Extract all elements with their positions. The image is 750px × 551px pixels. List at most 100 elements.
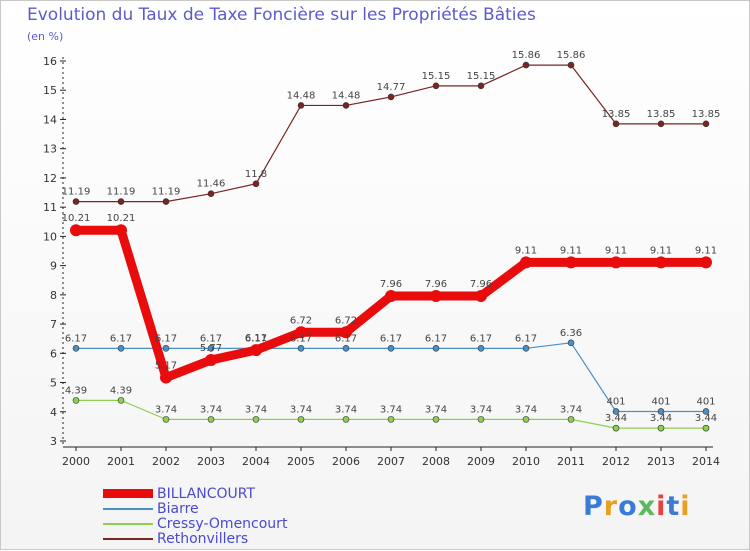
x-tick-label: 2010 — [512, 455, 540, 468]
y-tick-label: 13 — [43, 143, 57, 156]
x-tick-label: 2002 — [152, 455, 180, 468]
data-point — [477, 416, 485, 423]
data-point — [342, 345, 350, 352]
data-label: 5.77 — [200, 343, 222, 354]
x-tick-label: 2008 — [422, 455, 450, 468]
legend-swatch — [103, 489, 153, 498]
data-point — [702, 408, 710, 415]
data-labels: 11.19 11.19 11.19 11.46 11.8 14.48 14.48 14.77 1… — [62, 50, 721, 424]
legend-label: Biarre — [157, 500, 199, 517]
data-label: 5.17 — [155, 361, 177, 372]
data-label: 6.72 — [290, 315, 312, 326]
data-label: 3.74 — [155, 404, 177, 415]
data-label: 4.39 — [110, 385, 132, 396]
y-tick-label: 7 — [50, 318, 57, 331]
chart-title: Evolution du Taux de Taxe Foncière sur l… — [27, 5, 536, 25]
data-point — [162, 345, 170, 352]
data-label: 9.11 — [695, 245, 717, 256]
data-label: 3.44 — [695, 413, 717, 424]
y-tick-label: 12 — [43, 172, 57, 185]
data-label: 3.74 — [470, 404, 492, 415]
x-tick-label: 2007 — [377, 455, 405, 468]
data-point — [252, 416, 260, 423]
x-tick-label: 2009 — [467, 455, 495, 468]
data-point — [117, 198, 125, 205]
y-tick-label: 15 — [43, 84, 57, 97]
logo-letter: i — [656, 491, 667, 522]
data-label: 14.77 — [377, 82, 406, 93]
data-point — [432, 416, 440, 423]
legend-item: Biarre — [103, 500, 287, 517]
data-label: 13.85 — [647, 109, 676, 120]
x-tick-label: 2012 — [602, 455, 630, 468]
data-label: 3.74 — [425, 404, 447, 415]
y-tick-label: 11 — [43, 201, 57, 214]
data-point — [72, 397, 80, 404]
legend-swatch — [103, 522, 153, 525]
data-point — [567, 339, 575, 347]
data-label: 6.36 — [560, 328, 582, 339]
data-label: 14.48 — [287, 90, 316, 101]
data-point — [207, 416, 215, 423]
x-tick-label: 2001 — [107, 455, 135, 468]
unit-label: (en %) — [27, 30, 64, 43]
data-point — [612, 120, 620, 128]
x-tick-label: 2000 — [62, 455, 90, 468]
logo-letter: i — [680, 491, 691, 522]
data-point — [205, 354, 217, 367]
x-tick-label: 2006 — [332, 455, 360, 468]
data-point — [72, 198, 80, 205]
data-label: 6.17 — [245, 333, 267, 344]
y-tick-label: 6 — [50, 347, 57, 360]
legend-item: BILLANCOURT — [103, 485, 287, 502]
data-label: 11.19 — [62, 187, 91, 198]
data-point — [477, 345, 485, 352]
data-point — [387, 345, 395, 352]
x-tick-label: 2005 — [287, 455, 315, 468]
data-label: 3.74 — [560, 404, 582, 415]
y-tick-label: 9 — [50, 260, 57, 273]
y-tick-label: 8 — [50, 289, 57, 302]
data-label: 401 — [651, 396, 670, 407]
data-point — [207, 190, 215, 198]
data-point — [252, 180, 260, 188]
logo-letter: t — [666, 491, 681, 522]
data-label: 3.74 — [515, 404, 537, 415]
logo-letter: r — [603, 491, 619, 522]
data-label: 7.96 — [470, 279, 492, 290]
data-label: 13.85 — [692, 109, 721, 120]
data-point — [295, 326, 307, 339]
data-point — [522, 61, 530, 69]
y-tick-label: 16 — [43, 55, 57, 68]
data-label: 6.17 — [470, 333, 492, 344]
data-label: 7.96 — [425, 279, 447, 290]
legend-label: BILLANCOURT — [157, 485, 256, 502]
data-point — [430, 290, 442, 303]
legend-item: Cressy-Omencourt — [103, 516, 287, 532]
data-point — [702, 120, 710, 128]
data-point — [432, 82, 440, 90]
data-point — [657, 424, 665, 432]
data-label: 4.39 — [65, 385, 87, 396]
data-label: 401 — [696, 396, 715, 407]
data-label: 15.15 — [422, 71, 451, 82]
data-point — [340, 326, 352, 339]
data-label: 3.74 — [200, 404, 222, 415]
data-point — [612, 408, 620, 415]
data-point — [162, 416, 170, 423]
legend: BILLANCOURT Biarre Cressy-Omencourt Rethonv… — [103, 485, 287, 547]
data-label: 3.74 — [335, 404, 357, 415]
data-label: 10.21 — [62, 213, 91, 224]
logo-letter: P — [583, 491, 604, 522]
data-point — [115, 224, 127, 237]
y-tick-label: 14 — [43, 113, 57, 126]
data-label: 13.85 — [602, 109, 631, 120]
data-label: 6.17 — [65, 333, 87, 344]
data-point — [477, 82, 485, 90]
data-label: 10.21 — [107, 213, 136, 224]
logo-letter: x — [637, 491, 657, 522]
data-point — [657, 408, 665, 415]
x-tick-label: 2011 — [557, 455, 585, 468]
